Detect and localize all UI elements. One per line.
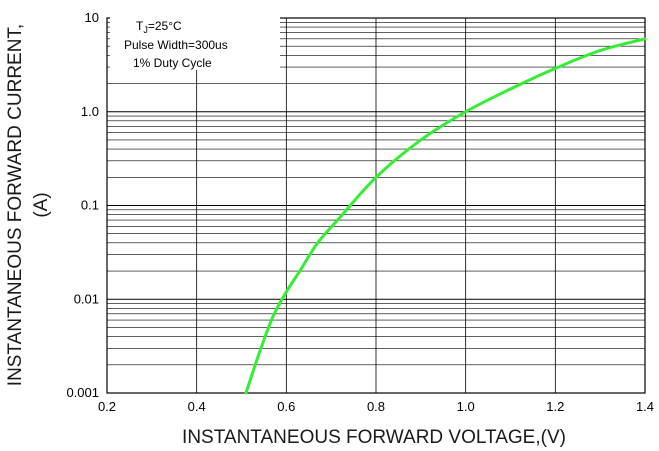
x-tick-label: 1.2 (546, 399, 564, 414)
conditions-legend: TJ=25°C Pulse Width=300us 1% Duty Cycle (110, 14, 280, 70)
x-tick-labels: 0.2 0.4 0.6 0.8 1.0 1.2 1.4 (98, 399, 654, 414)
y-axis-title-line2: (A) (31, 192, 52, 217)
x-tick-label: 0.2 (98, 399, 116, 414)
x-tick-label: 0.6 (277, 399, 295, 414)
x-tick-label: 0.4 (188, 399, 206, 414)
y-tick-label: 0.1 (81, 198, 99, 213)
x-tick-label: 1.4 (636, 399, 654, 414)
legend-box (110, 14, 280, 70)
x-axis-title: INSTANTANEOUS FORWARD VOLTAGE,(V) (182, 427, 566, 448)
x-tick-label: 0.8 (367, 399, 385, 414)
legend-pulse-width: Pulse Width=300us (124, 38, 228, 52)
y-tick-label: 0.001 (66, 385, 99, 400)
y-tick-labels: 0.001 0.01 0.1 1.0 10 (66, 10, 99, 400)
y-axis-title-line1: INSTANTANEOUS FORWARD CURRENT, (5, 24, 26, 386)
legend-tj: TJ=25°C (136, 19, 182, 35)
y-tick-label: 1.0 (81, 104, 99, 119)
series-layer (244, 37, 647, 395)
x-tick-label: 1.0 (457, 399, 475, 414)
y-tick-label: 10 (85, 10, 99, 25)
y-tick-label: 0.01 (74, 291, 99, 306)
forward-current-curve (244, 37, 647, 395)
plot-frame (106, 17, 646, 394)
legend-duty-cycle: 1% Duty Cycle (133, 56, 212, 70)
